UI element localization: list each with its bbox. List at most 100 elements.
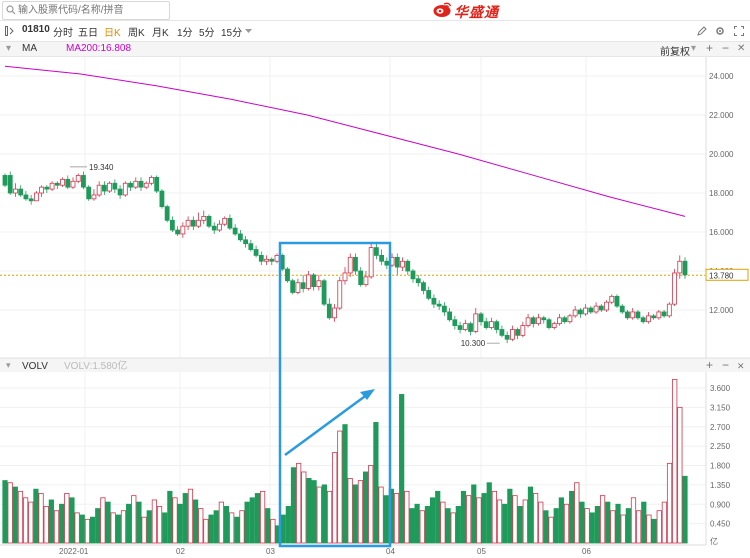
volume-bar [543, 510, 549, 544]
volume-bar [378, 486, 384, 544]
chevron-down-icon[interactable] [245, 29, 252, 34]
candle-body [400, 260, 405, 268]
candle-body [91, 194, 97, 200]
volume-bar [594, 506, 601, 544]
tab-monthly-k[interactable]: 月K [152, 28, 169, 39]
tab-15min[interactable]: 15分 [221, 28, 243, 39]
candle-body [483, 321, 489, 328]
volume-bar [445, 508, 451, 544]
search-box[interactable] [2, 1, 170, 20]
volume-bar [74, 512, 80, 544]
volume-bar [409, 508, 415, 544]
volume-tick-label: 2.250 [710, 442, 731, 451]
volume-bar [610, 510, 616, 544]
fullscreen-icon[interactable] [734, 26, 744, 36]
candle-body [54, 182, 60, 186]
volume-bar [321, 484, 327, 544]
price-volume-chart[interactable]: 24.00022.00020.00018.00016.00014.00012.0… [0, 56, 750, 558]
ma-indicator-name[interactable]: MA [22, 43, 37, 54]
vol-indicator-name[interactable]: VOLV [22, 361, 48, 372]
volume-bar [296, 462, 302, 544]
volume-bar [213, 510, 219, 544]
add-indicator-icon[interactable]: + [706, 41, 714, 55]
ma200-value: MA200:16.808 [66, 43, 132, 54]
sidebar-toggle-icon[interactable] [5, 26, 15, 36]
price-tick-label: 20.000 [709, 150, 734, 159]
candle-body [311, 274, 317, 287]
volume-bar [435, 490, 441, 544]
candle-body [33, 192, 39, 202]
candle-body [478, 313, 484, 323]
vol-add-icon[interactable]: + [706, 358, 713, 372]
pencil-icon[interactable] [697, 26, 707, 36]
tab-weekly-k[interactable]: 周K [128, 28, 145, 39]
candle-body [321, 280, 327, 305]
volume-bar [223, 506, 230, 544]
candle-body [316, 280, 322, 287]
price-tick-label: 18.000 [709, 189, 734, 198]
volume-bar [177, 503, 183, 544]
candle-body [353, 256, 358, 272]
volume-bar [347, 478, 353, 544]
volume-bar [672, 378, 678, 544]
volume-bar [579, 501, 585, 544]
volume-bar [182, 493, 188, 544]
close-panel-icon[interactable]: ✕ [737, 43, 746, 54]
tab-1min[interactable]: 1分 [177, 28, 193, 39]
tab-five-day[interactable]: 五日 [78, 28, 98, 39]
tab-daily-k[interactable]: 日K [104, 28, 121, 39]
volume-bar [59, 503, 65, 544]
volume-bar [507, 488, 513, 544]
adjust-mode-select[interactable]: 前复权 [660, 47, 690, 58]
search-input[interactable] [18, 3, 166, 17]
candle-body [332, 307, 337, 319]
candle-body [536, 317, 541, 325]
volume-bar [332, 452, 338, 544]
volume-bar [641, 501, 647, 544]
volume-bar [79, 514, 85, 544]
candle-body [567, 315, 573, 323]
vol-close-icon[interactable]: ✕ [737, 362, 745, 372]
settings-icon[interactable] [715, 26, 725, 36]
candle-body [159, 190, 165, 208]
vol-value-label: VOLV:1.580亿 [64, 359, 127, 372]
volume-bar [455, 506, 461, 544]
candle-body [117, 188, 123, 196]
volume-bar [23, 497, 29, 544]
volume-bar [95, 508, 101, 544]
tab-5min[interactable]: 5分 [199, 28, 215, 39]
candle-body [253, 249, 259, 256]
adjust-dropdown-icon[interactable]: ▾ [691, 43, 697, 54]
minus-icon[interactable]: − [722, 41, 730, 55]
candle-body [185, 219, 191, 227]
date-tick-label: 2022-01 [59, 547, 89, 556]
candle-body [441, 305, 447, 313]
candle-body [677, 260, 683, 274]
volume-tick-label: 3.600 [710, 384, 731, 393]
vol-minus-icon[interactable]: − [722, 358, 729, 372]
candle-body [457, 325, 463, 330]
low-price-label: 10.300 [461, 339, 486, 348]
candle-body [190, 219, 196, 227]
volume-bar [460, 490, 467, 544]
candle-body [645, 315, 651, 323]
vol-collapse-icon[interactable]: ▾ [6, 361, 11, 371]
collapse-icon[interactable]: ▾ [6, 43, 12, 54]
tab-intraday[interactable]: 分时 [53, 28, 73, 39]
volume-bar [404, 490, 410, 544]
volume-bar [7, 482, 13, 544]
candle-body [175, 229, 181, 235]
candle-body [70, 180, 76, 188]
volume-bar [589, 512, 595, 544]
volume-bar [100, 497, 106, 544]
volume-bar [651, 518, 657, 544]
volume-bar [12, 486, 18, 544]
volume-tick-label: 0.900 [710, 500, 731, 509]
candle-body [107, 182, 113, 192]
candle-body [431, 297, 437, 305]
candle-body [133, 180, 139, 188]
volume-bar [419, 510, 425, 544]
current-price-tag-text: 13.780 [709, 271, 734, 280]
candle-body [243, 239, 249, 245]
volume-bar [563, 503, 570, 544]
